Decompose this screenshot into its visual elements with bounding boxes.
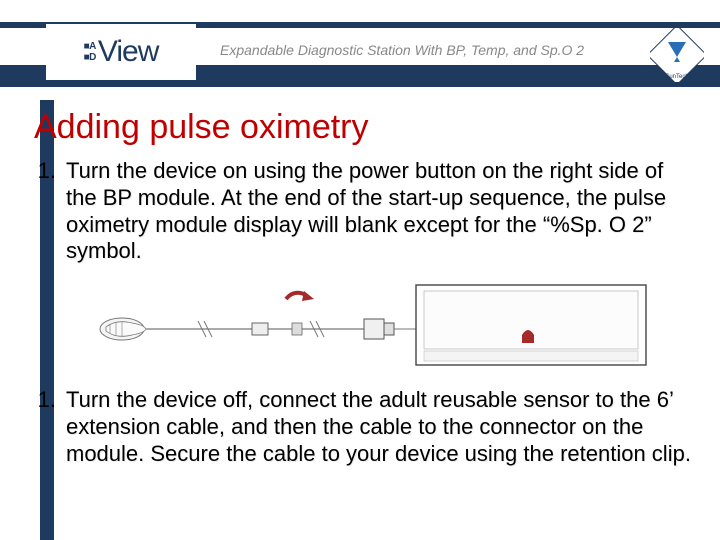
logo-prefix-top: ■A	[84, 41, 96, 52]
page-title: Adding pulse oximetry	[34, 108, 369, 147]
connector-icon	[252, 323, 268, 335]
suntech-logo-icon: SunTech	[650, 28, 704, 82]
step-number: 1.	[18, 387, 66, 413]
oximetry-module-icon	[416, 285, 646, 365]
connection-diagram	[96, 277, 696, 373]
step-text: Turn the device off, connect the adult r…	[66, 387, 696, 467]
logo-main-text: View	[98, 35, 158, 69]
step-number: 1.	[18, 158, 66, 184]
retention-arrow-icon	[286, 291, 314, 301]
step-item: 1. Turn the device on using the power bu…	[18, 158, 696, 265]
module-plug-icon	[364, 319, 416, 339]
retention-clip-icon	[292, 323, 302, 335]
step-item: 1. Turn the device off, connect the adul…	[18, 387, 696, 467]
adview-logo: ■A ■D View	[46, 24, 196, 80]
header-tagline: Expandable Diagnostic Station With BP, T…	[220, 42, 584, 58]
content-area: 1. Turn the device on using the power bu…	[18, 158, 696, 480]
slide-header: ■A ■D View Expandable Diagnostic Station…	[0, 0, 720, 100]
logo-prefix-bottom: ■D	[84, 52, 96, 63]
suntech-label: SunTech	[665, 74, 688, 80]
finger-sensor-icon	[100, 318, 146, 340]
step-text: Turn the device on using the power butto…	[66, 158, 696, 265]
